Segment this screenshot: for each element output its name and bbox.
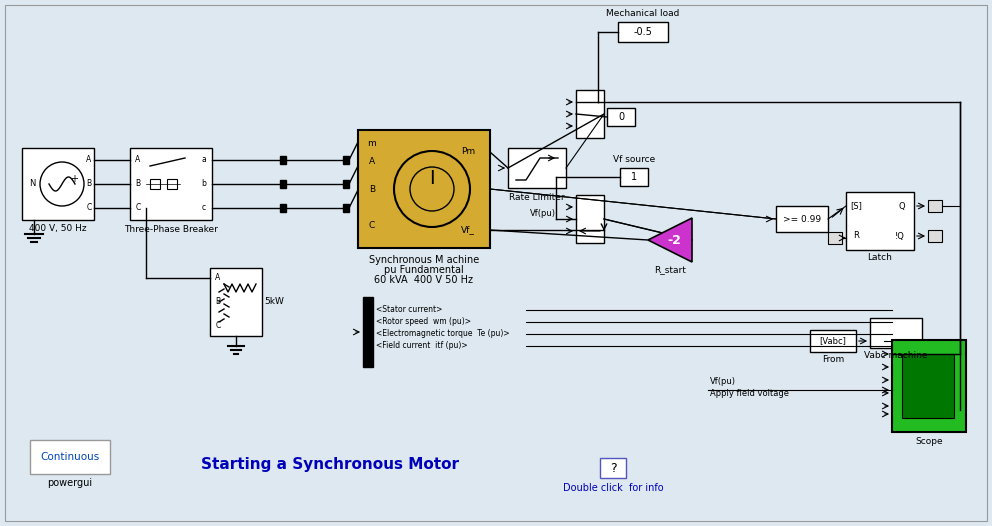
Text: Double click  for info: Double click for info — [562, 483, 664, 493]
Text: C: C — [86, 204, 91, 213]
Bar — [846, 192, 914, 250]
Text: b: b — [201, 179, 206, 188]
Text: B: B — [86, 179, 91, 188]
Text: -0.5: -0.5 — [634, 27, 653, 37]
Bar — [810, 330, 856, 352]
Text: +: + — [70, 174, 78, 184]
Text: A: A — [369, 157, 375, 167]
Text: A: A — [215, 274, 220, 282]
Bar — [280, 156, 286, 164]
Bar — [358, 130, 490, 248]
Bar — [363, 297, 373, 367]
Text: B: B — [215, 298, 220, 307]
Bar — [620, 168, 648, 186]
Text: Rate Limiter: Rate Limiter — [509, 193, 564, 201]
Text: c: c — [202, 204, 206, 213]
Bar — [600, 458, 626, 478]
Text: Vf_: Vf_ — [461, 226, 475, 235]
Text: Vf(pu): Vf(pu) — [710, 378, 736, 387]
Text: [Vabc]: [Vabc] — [819, 337, 846, 346]
Bar — [776, 206, 828, 232]
Bar — [210, 268, 262, 336]
Text: Vabc machine: Vabc machine — [864, 351, 928, 360]
Text: 1: 1 — [631, 172, 637, 182]
Text: Synchronous M achine: Synchronous M achine — [369, 255, 479, 265]
Text: powergui: powergui — [48, 478, 92, 488]
Text: Q: Q — [899, 201, 906, 210]
Text: [S]: [S] — [850, 201, 862, 210]
Text: <Rotor speed  wm (pu)>: <Rotor speed wm (pu)> — [376, 318, 471, 327]
Bar — [280, 204, 286, 212]
Bar — [167, 179, 177, 189]
Polygon shape — [648, 218, 692, 262]
Text: Vf(pu): Vf(pu) — [530, 209, 556, 218]
Text: pu Fundamental: pu Fundamental — [384, 265, 464, 275]
Text: Mechanical load: Mechanical load — [606, 9, 680, 18]
Bar — [150, 179, 160, 189]
Bar — [508, 148, 566, 188]
Text: m: m — [368, 139, 376, 148]
Bar — [343, 204, 349, 212]
Text: Vf source: Vf source — [613, 156, 655, 165]
Bar — [130, 148, 212, 220]
Bar — [343, 180, 349, 188]
Text: <Field current  itf (pu)>: <Field current itf (pu)> — [376, 341, 467, 350]
Bar — [30, 440, 110, 474]
Text: ?: ? — [610, 461, 616, 474]
Bar — [892, 340, 966, 432]
Text: a: a — [201, 156, 206, 165]
Text: Scope: Scope — [916, 437, 942, 446]
Text: -2: -2 — [667, 234, 681, 247]
Text: R_start: R_start — [654, 266, 685, 275]
Text: From: From — [822, 356, 844, 365]
Text: A: A — [135, 156, 141, 165]
Text: Continuous: Continuous — [41, 452, 99, 462]
Text: A: A — [86, 156, 91, 165]
Text: B: B — [136, 179, 141, 188]
Bar — [280, 180, 286, 188]
Bar — [22, 148, 94, 220]
Bar — [576, 195, 604, 243]
Text: 0: 0 — [618, 112, 624, 122]
Text: N: N — [29, 179, 35, 188]
Text: B: B — [369, 185, 375, 194]
Text: !Q: !Q — [895, 231, 905, 240]
Text: Starting a Synchronous Motor: Starting a Synchronous Motor — [201, 458, 459, 472]
Bar — [902, 354, 954, 418]
Text: Latch: Latch — [868, 254, 893, 262]
Text: <Electromagnetic torque  Te (pu)>: <Electromagnetic torque Te (pu)> — [376, 329, 510, 339]
Text: >= 0.99: >= 0.99 — [783, 215, 821, 224]
Text: Apply field voltage: Apply field voltage — [710, 389, 789, 399]
Text: 400 V, 50 Hz: 400 V, 50 Hz — [29, 225, 87, 234]
Bar — [576, 90, 604, 138]
Text: I: I — [430, 169, 434, 188]
Text: Three-Phase Breaker: Three-Phase Breaker — [124, 225, 218, 234]
Text: 5kW: 5kW — [264, 298, 284, 307]
Bar — [607, 108, 635, 126]
Text: <Stator current>: <Stator current> — [376, 306, 442, 315]
Text: C: C — [369, 221, 375, 230]
Text: R: R — [853, 231, 859, 240]
Bar — [618, 22, 668, 42]
Bar — [870, 318, 922, 348]
Text: 60 kVA  400 V 50 Hz: 60 kVA 400 V 50 Hz — [375, 275, 473, 285]
Text: C: C — [215, 321, 220, 330]
Bar — [928, 200, 942, 212]
Text: C: C — [135, 204, 141, 213]
Text: Pm: Pm — [461, 147, 475, 157]
Bar — [828, 232, 842, 244]
Bar — [343, 156, 349, 164]
Bar — [928, 230, 942, 242]
